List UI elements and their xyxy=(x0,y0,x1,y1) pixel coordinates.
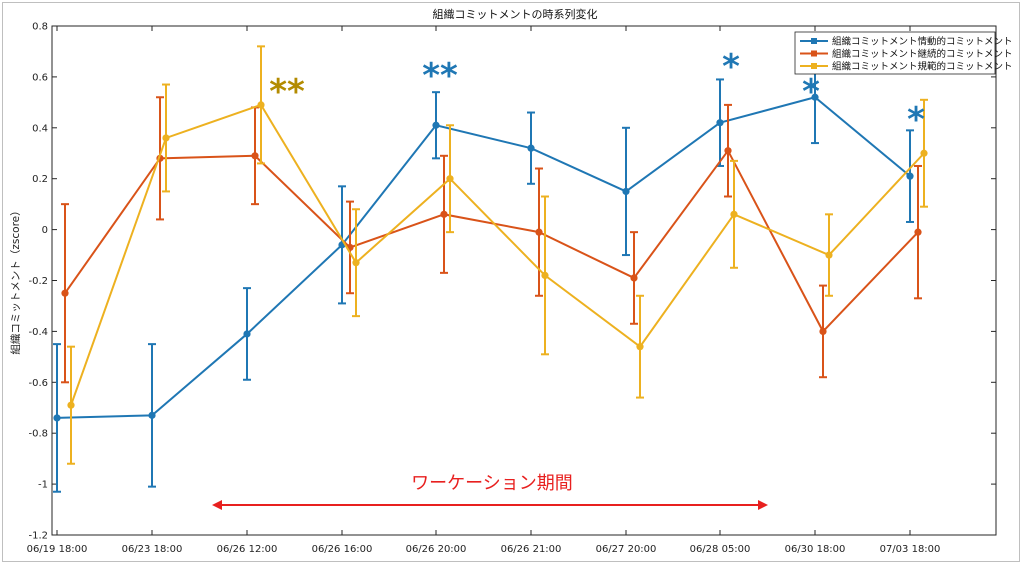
legend-swatch-marker xyxy=(811,63,817,69)
y-tick-label: 0.8 xyxy=(32,22,48,33)
data-point xyxy=(440,210,448,218)
y-tick-label: -0.2 xyxy=(28,276,48,287)
data-point xyxy=(825,251,833,259)
legend-swatch-marker xyxy=(811,50,817,57)
x-tick-label: 06/28 05:00 xyxy=(690,544,751,555)
data-point xyxy=(446,175,454,183)
data-point xyxy=(162,134,170,142)
series-2 xyxy=(61,96,922,384)
y-tick-label: -0.6 xyxy=(28,378,48,389)
x-tick-label: 06/23 18:00 xyxy=(122,544,183,555)
x-tick-label: 07/03 18:00 xyxy=(880,544,941,555)
y-tick-label: -0.4 xyxy=(28,327,48,338)
data-point xyxy=(541,271,549,280)
data-point xyxy=(432,121,440,129)
data-point xyxy=(352,259,360,267)
significance-marker: ** xyxy=(269,72,305,112)
y-tick-label: -1.2 xyxy=(28,531,48,542)
data-point xyxy=(61,289,69,297)
data-point xyxy=(636,343,644,351)
data-point xyxy=(716,119,724,127)
data-point xyxy=(243,330,251,338)
y-tick-label: 0 xyxy=(42,225,48,236)
data-point xyxy=(53,414,61,422)
x-ticks: 06/19 18:00 06/23 18:00 06/26 12:00 06/26 1… xyxy=(27,26,941,555)
series-line xyxy=(64,148,919,334)
data-point xyxy=(251,152,259,160)
significance-marker: ** xyxy=(422,56,458,96)
x-tick-label: 06/30 18:00 xyxy=(785,544,846,555)
y-tick-label: -0.8 xyxy=(28,429,48,440)
data-point xyxy=(811,93,819,101)
legend-swatch-marker xyxy=(811,38,817,44)
data-point xyxy=(906,172,914,180)
legend-label: 組織コミットメント規範的コミットメント xyxy=(832,61,1013,73)
series-line xyxy=(70,103,925,406)
data-point xyxy=(148,411,156,419)
legend-label: 組織コミットメント情動的コミットメント xyxy=(832,36,1013,48)
x-tick-label: 06/27 20:00 xyxy=(596,544,657,555)
significance-marker: * xyxy=(907,100,925,140)
data-point xyxy=(914,228,922,236)
period-label: ワーケーション期間 xyxy=(411,473,573,494)
series-3 xyxy=(67,45,928,465)
significance-marker: * xyxy=(802,72,820,112)
legend: 組織コミットメント情動的コミットメント組織コミットメント継続的コミットメント組織… xyxy=(794,31,1013,75)
y-ticks: 0.8 0.6 0.4 0.2 0 -0.2 -0.4 -0.6 -0.8 -1 -1.2 xyxy=(28,22,996,542)
data-point xyxy=(630,274,638,282)
annotation-layer: ** ** *** xyxy=(269,47,925,140)
y-tick-label: -1 xyxy=(38,480,48,491)
period-arrow-left-head xyxy=(212,500,222,510)
data-point xyxy=(527,144,535,152)
x-tick-label: 06/26 16:00 xyxy=(312,544,373,555)
plot-area-border xyxy=(51,25,997,536)
x-tick-label: 06/26 21:00 xyxy=(501,544,562,555)
series-line xyxy=(56,96,911,419)
chart-title: 組織コミットメントの時系列変化 xyxy=(433,7,598,21)
series-layer xyxy=(53,45,928,493)
legend-box xyxy=(794,31,996,75)
period-arrow-right-head xyxy=(758,500,768,510)
period-annotation: ワーケーション期間 xyxy=(212,473,768,510)
y-tick-label: 0.4 xyxy=(32,123,48,134)
x-tick-label: 06/26 20:00 xyxy=(406,544,467,555)
data-point xyxy=(730,210,738,218)
data-point xyxy=(920,149,928,157)
x-tick-label: 06/19 18:00 xyxy=(27,544,88,555)
y-axis-label: 組織コミットメント（zscore） xyxy=(9,205,22,354)
data-point xyxy=(819,327,827,335)
x-tick-label: 06/26 12:00 xyxy=(217,544,278,555)
y-tick-label: 0.6 xyxy=(32,72,48,83)
y-tick-label: 0.2 xyxy=(32,174,48,185)
data-point xyxy=(724,147,732,155)
axes xyxy=(51,25,997,536)
significance-marker: * xyxy=(722,47,740,87)
data-point xyxy=(535,228,543,236)
data-point xyxy=(622,187,630,196)
series-1 xyxy=(53,50,914,493)
legend-label: 組織コミットメント継続的コミットメント xyxy=(832,48,1013,60)
data-point xyxy=(67,401,75,409)
data-point xyxy=(257,101,265,109)
